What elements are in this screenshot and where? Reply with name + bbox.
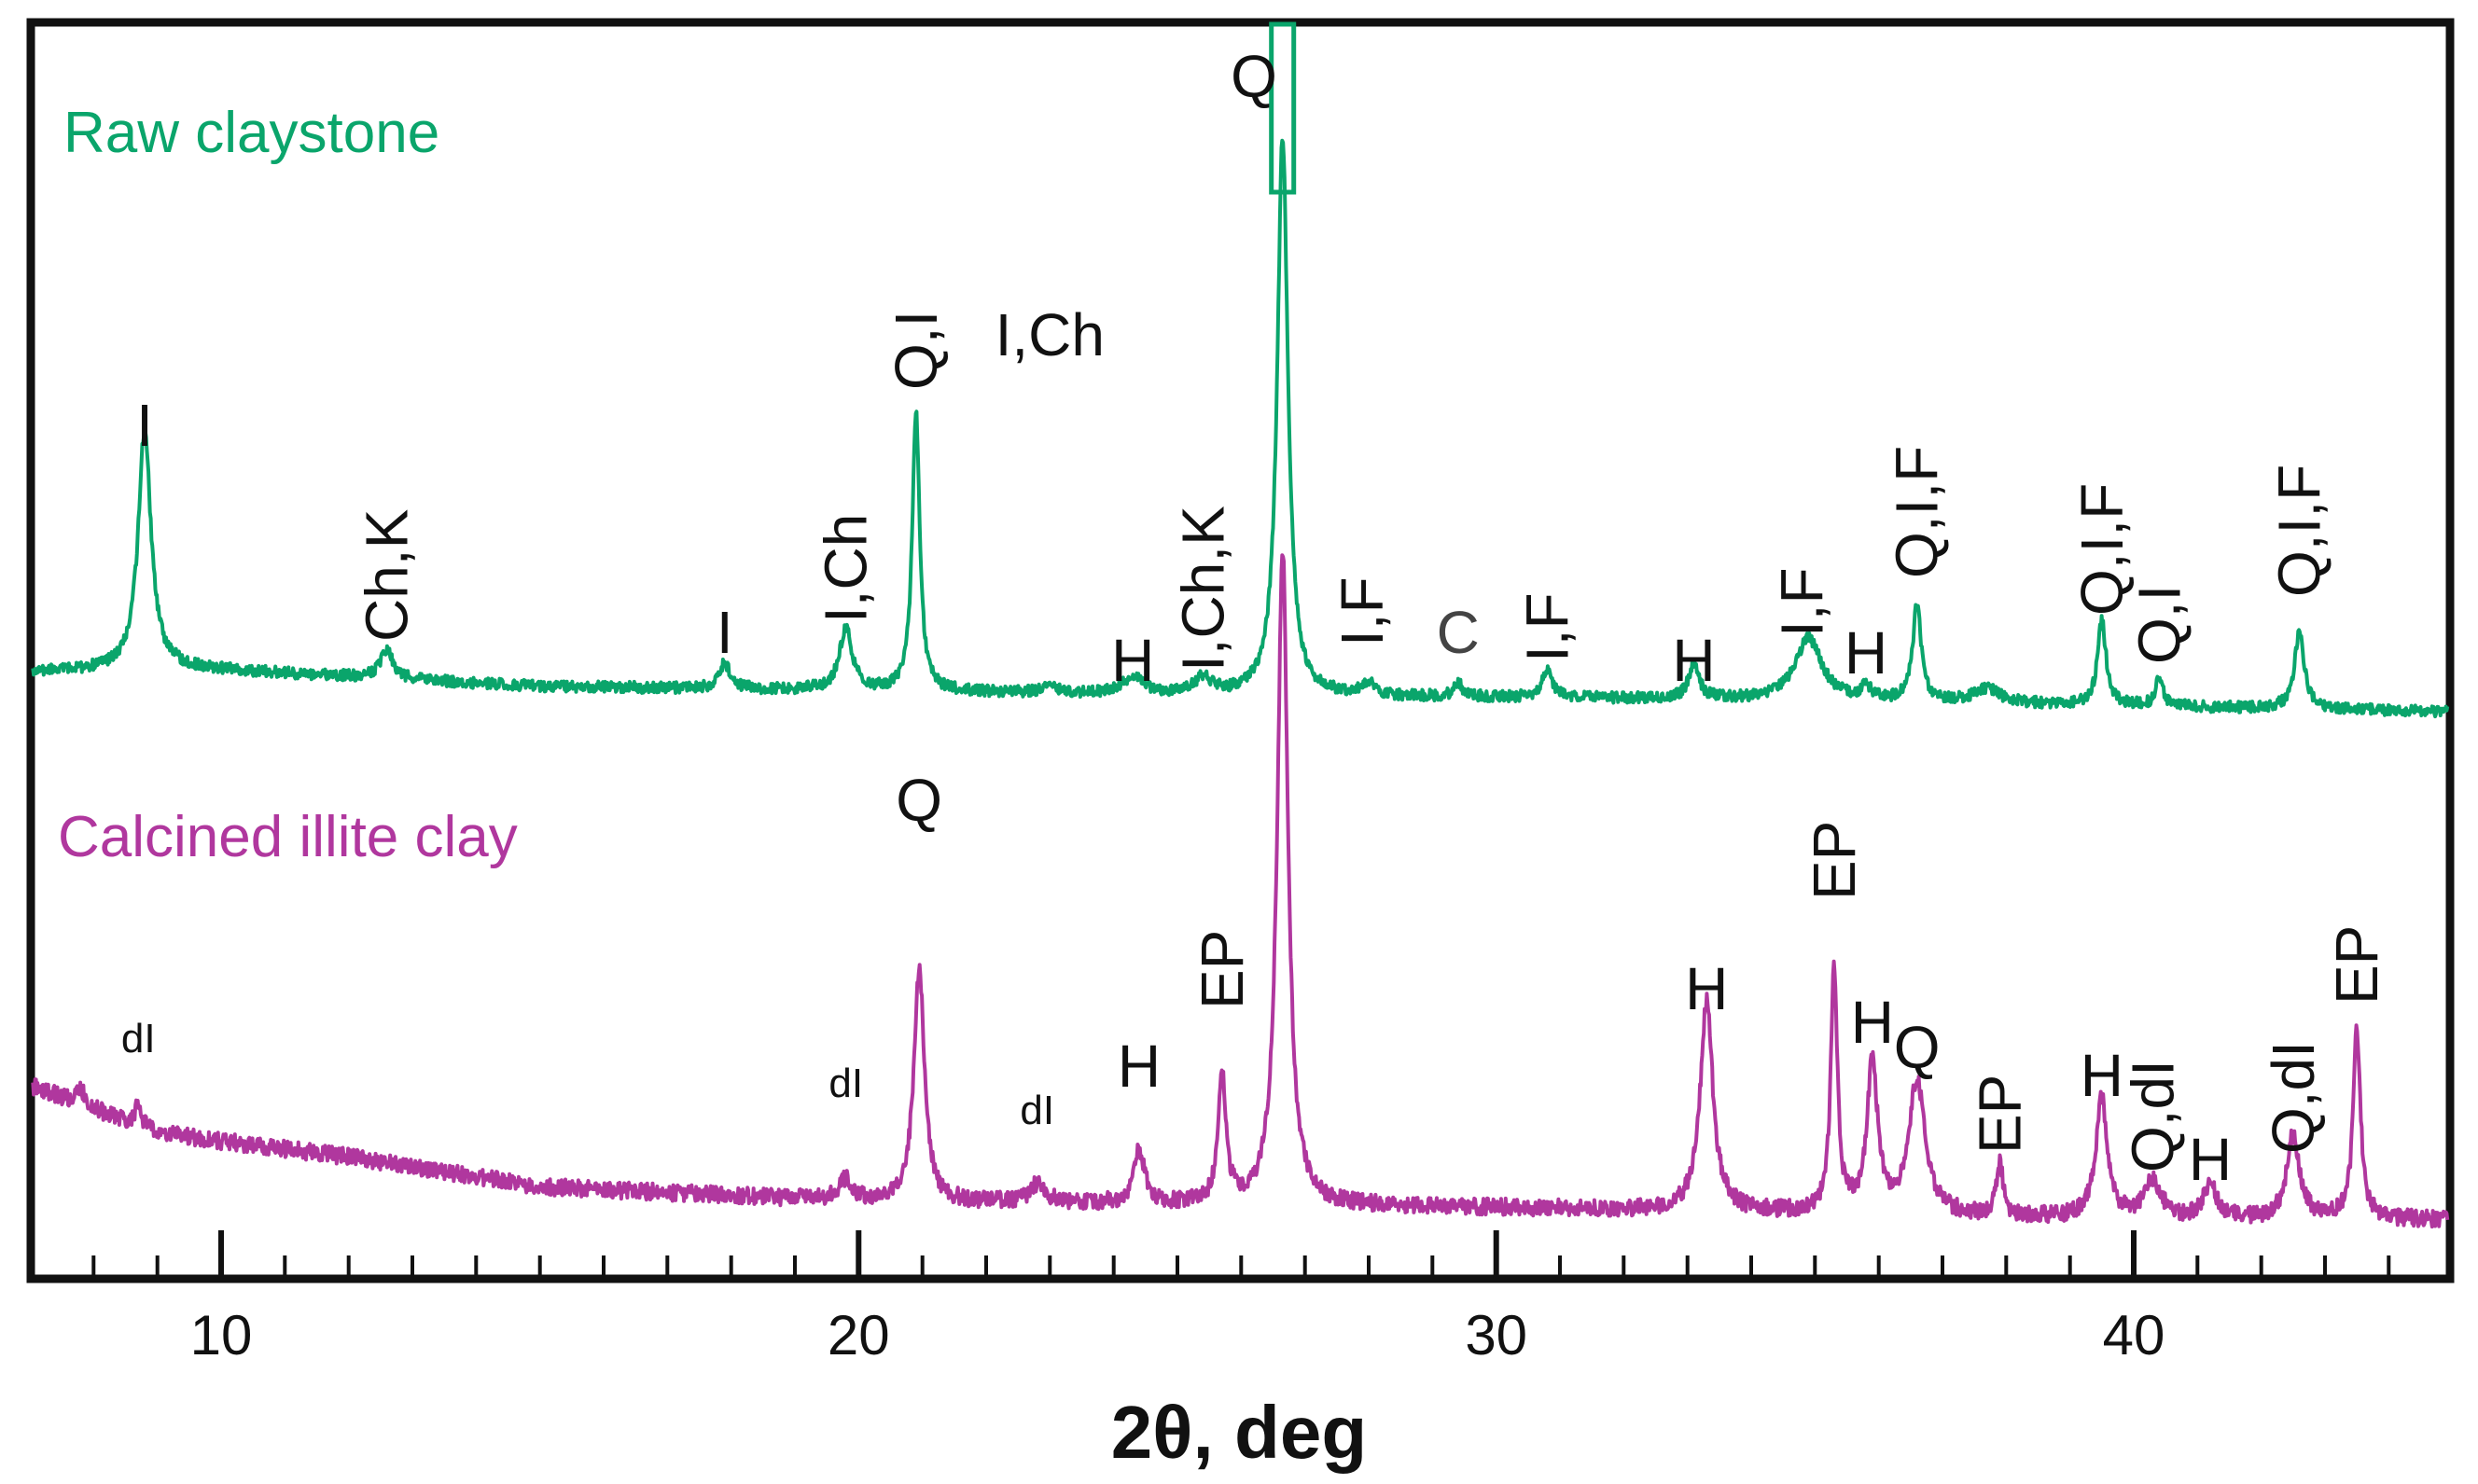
peak-label: Q,I,F — [2068, 483, 2136, 616]
peak-label: Q,I — [883, 311, 950, 390]
peak-label: H — [1118, 1033, 1161, 1100]
peak-label: Q,I,F — [1884, 446, 1951, 578]
x-axis-title: 2θ, deg — [1111, 1391, 1367, 1474]
peak-label: I,F — [1513, 592, 1580, 662]
peak-label: I,Ch — [813, 514, 880, 623]
peak-label: C — [1437, 599, 1480, 666]
peak-label: H — [1672, 627, 1715, 694]
x-tick-label: 30 — [1465, 1304, 1527, 1366]
series-line-calcined-illite-clay — [31, 553, 2450, 1229]
peak-label: Q,dI — [2260, 1041, 2327, 1154]
peak-label: H — [1845, 619, 1887, 687]
peak-label: I — [136, 392, 153, 459]
peak-label: EP — [2323, 925, 2390, 1005]
peak-label: Q,I,F — [2266, 465, 2333, 597]
peak-label: EP — [1967, 1075, 2034, 1154]
peak-label: I,F — [1769, 567, 1836, 637]
peak-label: Ch,K — [354, 509, 421, 642]
x-tick-label: 20 — [828, 1304, 890, 1366]
x-tick-label: 10 — [190, 1304, 253, 1366]
series-line-raw-claystone — [31, 138, 2450, 719]
peak-label: H — [2189, 1126, 2232, 1193]
peak-label: H — [1685, 955, 1728, 1022]
legend-raw-claystone: Raw claystone — [63, 101, 439, 165]
peak-label: H — [1111, 627, 1154, 694]
plot-frame — [26, 18, 2455, 1283]
peak-label: H — [2081, 1042, 2123, 1109]
peak-label: I — [717, 599, 733, 666]
series-layer — [31, 138, 2450, 1229]
q-peak-highlight-box — [1269, 21, 1297, 195]
peak-label: Q — [1894, 1014, 1941, 1081]
peak-label: dI — [121, 1016, 156, 1061]
peak-label: Q,dI — [2120, 1060, 2187, 1172]
legend-calcined-illite-clay: Calcined illite clay — [58, 805, 518, 869]
peak-label: H — [1851, 989, 1894, 1056]
peak-label: I,Ch,K — [1169, 506, 1236, 672]
peak-label: Q — [1231, 43, 1277, 110]
peak-label: dI — [828, 1061, 863, 1106]
peak-label: dI — [1020, 1088, 1054, 1133]
annotation-layer: ICh,K II,ChQ,I I,ChH I,Ch,KQI,F C I,F HI,FHQ,I… — [121, 43, 2390, 1193]
x-tick-label: 40 — [2103, 1304, 2165, 1366]
peak-label: Q,I — [2125, 585, 2193, 664]
peak-label: I,F — [1329, 576, 1396, 646]
peak-label: Q — [896, 767, 942, 834]
peak-label: EP — [1189, 930, 1256, 1009]
x-axis-ticks: 10 20 30 40 — [91, 1230, 2391, 1366]
peak-label: EP — [1801, 821, 1868, 900]
peak-label: I,Ch — [995, 301, 1105, 368]
